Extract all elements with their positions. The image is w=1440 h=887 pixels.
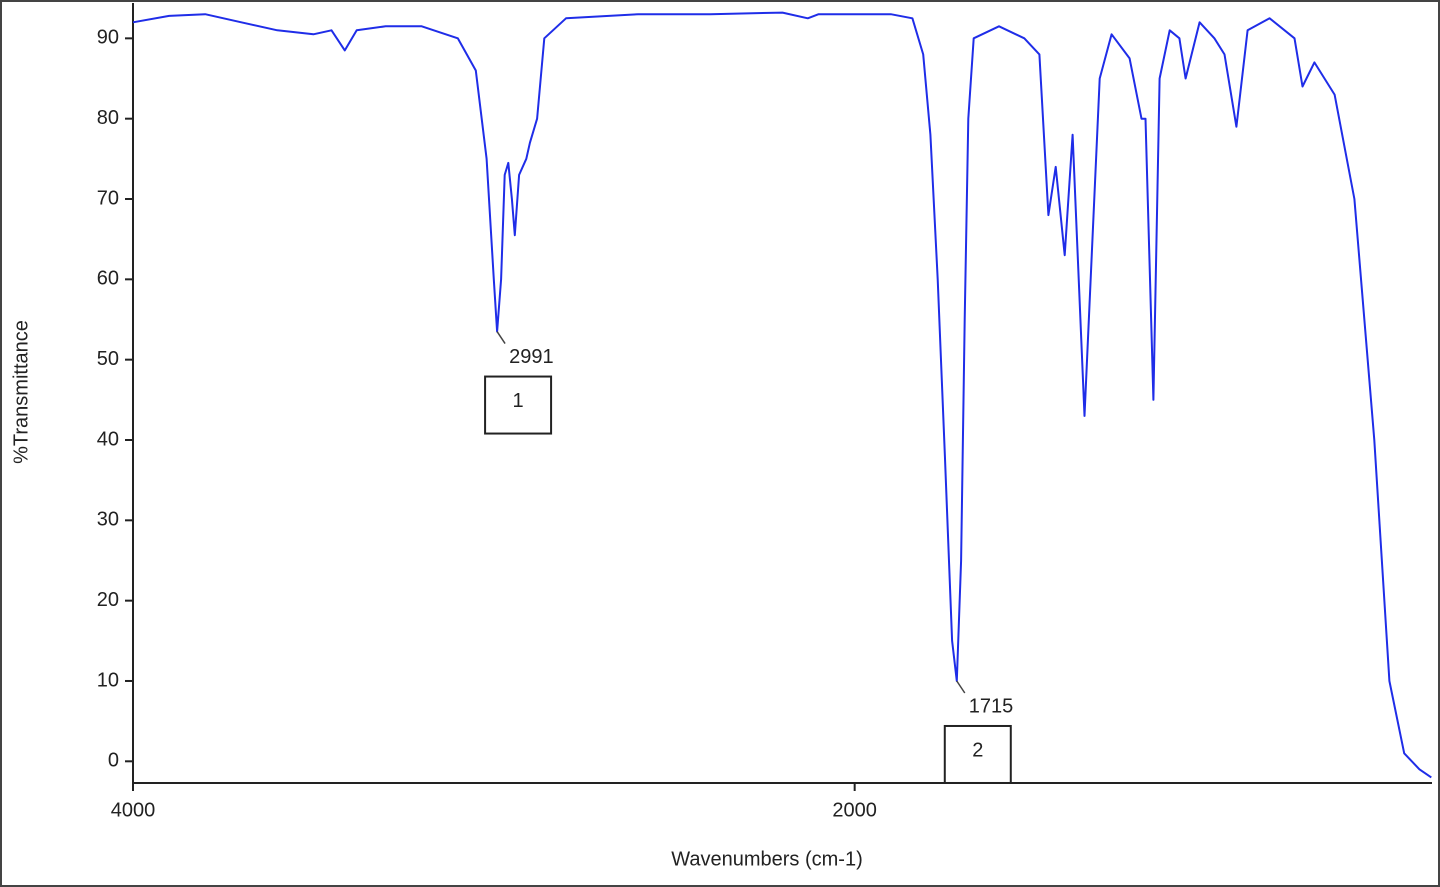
annotation-box-label: 1 <box>513 390 524 412</box>
y-tick-label: 60 <box>97 268 119 290</box>
y-tick-label: 20 <box>97 589 119 611</box>
y-tick-label: 80 <box>97 107 119 129</box>
y-tick-label: 30 <box>97 509 119 531</box>
y-tick-label: 50 <box>97 348 119 370</box>
annotation-label: 1715 <box>969 695 1014 717</box>
y-axis-label: %Transmittance <box>10 320 32 464</box>
x-axis-label: Wavenumbers (cm-1) <box>671 848 863 870</box>
annotation-box-label: 2 <box>972 739 983 761</box>
x-tick-label: 4000 <box>111 799 156 821</box>
annotation-leader <box>496 331 506 344</box>
y-tick-label: 10 <box>97 669 119 691</box>
y-tick-label: 70 <box>97 187 119 209</box>
y-tick-label: 40 <box>97 428 119 450</box>
annotation-label: 2991 <box>509 346 553 368</box>
annotation-box <box>943 724 1012 784</box>
x-tick-label: 2000 <box>832 799 877 821</box>
spectrum-line <box>132 11 1432 779</box>
y-tick-label: 90 <box>97 27 119 49</box>
annotation-leader <box>956 680 966 694</box>
annotation-box <box>484 375 553 435</box>
y-tick-label: 0 <box>108 750 119 772</box>
